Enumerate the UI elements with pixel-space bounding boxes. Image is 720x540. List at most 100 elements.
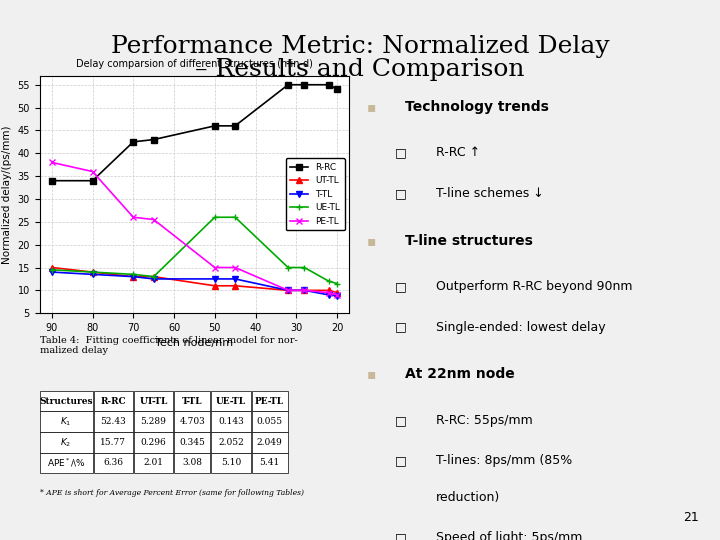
- R-RC: [129, 139, 138, 145]
- Text: □: □: [395, 280, 406, 293]
- Text: 52.43: 52.43: [100, 417, 126, 426]
- Text: Single-ended: lowest delay: Single-ended: lowest delay: [436, 321, 606, 334]
- Text: PE-TL: PE-TL: [255, 397, 284, 406]
- PE-TL: [48, 159, 56, 166]
- Text: 0.143: 0.143: [218, 417, 244, 426]
- Text: Outperform R-RC beyond 90nm: Outperform R-RC beyond 90nm: [436, 280, 633, 293]
- Text: R-RC ↑: R-RC ↑: [436, 146, 480, 159]
- Bar: [40, 453, 93, 473]
- Bar: [94, 453, 133, 473]
- X-axis label: Tech node/nm: Tech node/nm: [156, 339, 233, 348]
- Bar: [174, 391, 210, 411]
- T-TL: [333, 293, 341, 299]
- UT-TL: [129, 273, 138, 280]
- Text: ▪: ▪: [367, 233, 377, 247]
- Text: □: □: [395, 321, 406, 334]
- Y-axis label: Normalized delay/(ps/mm): Normalized delay/(ps/mm): [2, 125, 12, 264]
- UE-TL: [325, 278, 333, 285]
- Text: 5.41: 5.41: [259, 458, 280, 467]
- Text: ▪: ▪: [367, 100, 377, 114]
- Text: T-line structures: T-line structures: [405, 233, 533, 247]
- Text: 0.345: 0.345: [179, 438, 205, 447]
- UE-TL: [48, 267, 56, 273]
- T-TL: [325, 292, 333, 298]
- Text: 5.289: 5.289: [140, 417, 166, 426]
- Bar: [94, 432, 133, 453]
- Text: □: □: [395, 531, 406, 540]
- UT-TL: [333, 289, 341, 296]
- Text: 6.36: 6.36: [103, 458, 123, 467]
- Bar: [94, 391, 133, 411]
- Text: Technology trends: Technology trends: [405, 100, 549, 114]
- Text: T-TL: T-TL: [182, 397, 202, 406]
- UT-TL: [300, 287, 309, 294]
- Legend: R-RC, UT-TL, T-TL, UE-TL, PE-TL: R-RC, UT-TL, T-TL, UE-TL, PE-TL: [286, 158, 345, 231]
- Line: T-TL: T-TL: [48, 268, 341, 299]
- Bar: [174, 453, 210, 473]
- Text: 5.10: 5.10: [221, 458, 241, 467]
- T-TL: [284, 287, 292, 294]
- R-RC: [149, 136, 158, 143]
- T-TL: [300, 287, 309, 294]
- R-RC: [89, 178, 97, 184]
- Text: $K_1$: $K_1$: [60, 415, 72, 428]
- Bar: [212, 411, 251, 432]
- Text: Performance Metric: Normalized Delay: Performance Metric: Normalized Delay: [111, 35, 609, 58]
- PE-TL: [325, 289, 333, 296]
- Text: R-RC: 55ps/mm: R-RC: 55ps/mm: [436, 414, 533, 427]
- R-RC: [210, 123, 219, 129]
- Bar: [134, 453, 174, 473]
- Line: R-RC: R-RC: [48, 81, 341, 184]
- Text: ▪: ▪: [367, 367, 377, 381]
- UE-TL: [210, 214, 219, 220]
- UE-TL: [89, 269, 97, 275]
- PE-TL: [89, 168, 97, 175]
- Text: □: □: [395, 146, 406, 159]
- Text: At 22nm node: At 22nm node: [405, 367, 515, 381]
- Text: 0.055: 0.055: [256, 417, 283, 426]
- T-TL: [129, 273, 138, 280]
- PE-TL: [231, 264, 240, 271]
- R-RC: [231, 123, 240, 129]
- Text: 2.052: 2.052: [218, 438, 244, 447]
- R-RC: [284, 82, 292, 88]
- Text: 2.049: 2.049: [257, 438, 282, 447]
- Line: PE-TL: PE-TL: [48, 159, 341, 299]
- PE-TL: [149, 217, 158, 223]
- Text: □: □: [395, 187, 406, 200]
- UE-TL: [300, 264, 309, 271]
- Text: 2.01: 2.01: [143, 458, 163, 467]
- PE-TL: [284, 287, 292, 294]
- R-RC: [48, 178, 56, 184]
- Bar: [134, 391, 174, 411]
- Bar: [252, 453, 288, 473]
- UE-TL: [231, 214, 240, 220]
- Text: 0.296: 0.296: [140, 438, 166, 447]
- T-TL: [210, 276, 219, 282]
- UT-TL: [231, 282, 240, 289]
- UE-TL: [333, 280, 341, 287]
- UT-TL: [210, 282, 219, 289]
- Text: 15.77: 15.77: [100, 438, 126, 447]
- R-RC: [325, 82, 333, 88]
- Bar: [40, 432, 93, 453]
- Text: reduction): reduction): [436, 491, 500, 504]
- PE-TL: [300, 287, 309, 294]
- Bar: [212, 391, 251, 411]
- Bar: [40, 391, 93, 411]
- Bar: [252, 432, 288, 453]
- Text: R-RC: R-RC: [101, 397, 126, 406]
- PE-TL: [210, 264, 219, 271]
- Bar: [40, 411, 93, 432]
- R-RC: [300, 82, 309, 88]
- Text: 3.08: 3.08: [182, 458, 202, 467]
- T-TL: [149, 276, 158, 282]
- T-TL: [89, 271, 97, 278]
- PE-TL: [333, 292, 341, 298]
- Bar: [252, 411, 288, 432]
- Line: UT-TL: UT-TL: [48, 264, 341, 296]
- Bar: [134, 432, 174, 453]
- Text: T-lines: 8ps/mm (85%: T-lines: 8ps/mm (85%: [436, 454, 572, 467]
- Bar: [94, 411, 133, 432]
- T-TL: [48, 269, 56, 275]
